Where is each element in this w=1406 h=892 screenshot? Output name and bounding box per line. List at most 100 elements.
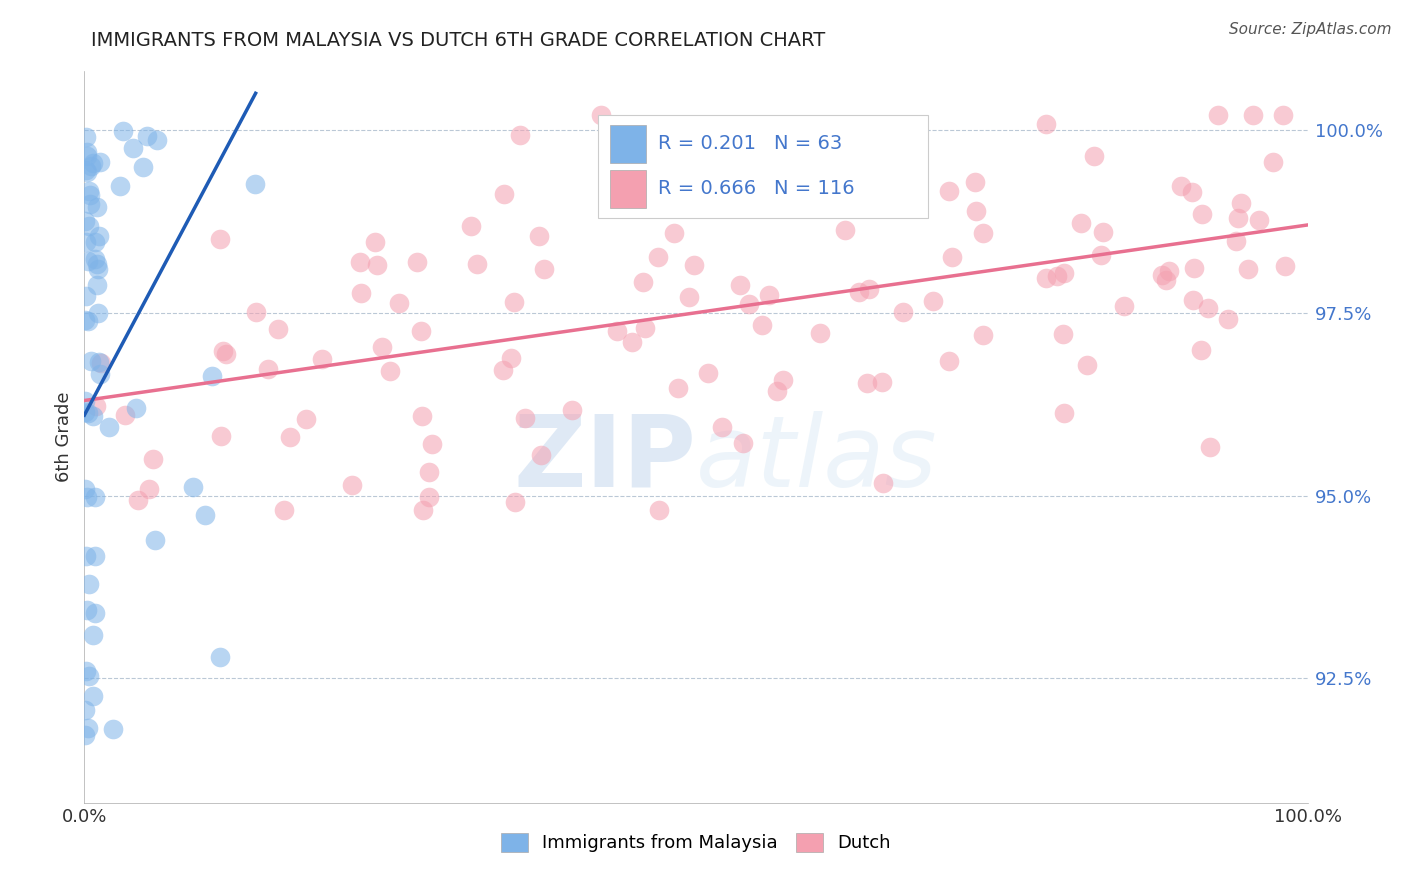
Point bbox=[87, 262, 110, 277]
Point bbox=[834, 223, 856, 237]
Point bbox=[84, 490, 107, 504]
Point bbox=[697, 366, 720, 380]
Point bbox=[378, 363, 401, 377]
Point bbox=[82, 690, 104, 704]
Point bbox=[79, 197, 101, 211]
Point bbox=[1157, 264, 1180, 278]
Point bbox=[1182, 293, 1205, 308]
Point bbox=[664, 226, 686, 240]
Point bbox=[77, 669, 100, 683]
Point bbox=[858, 282, 880, 296]
Point bbox=[591, 108, 613, 122]
Point bbox=[83, 549, 105, 563]
Point bbox=[350, 285, 373, 300]
Point bbox=[295, 411, 318, 425]
Point bbox=[1225, 234, 1247, 248]
Point bbox=[370, 340, 392, 354]
Point bbox=[194, 508, 217, 522]
Point bbox=[808, 326, 831, 340]
Point bbox=[73, 483, 96, 497]
Point bbox=[420, 437, 443, 451]
Point bbox=[848, 285, 870, 299]
Point bbox=[76, 721, 98, 735]
Point bbox=[678, 289, 700, 303]
FancyBboxPatch shape bbox=[610, 125, 645, 163]
Point bbox=[1216, 312, 1239, 326]
Y-axis label: 6th Grade: 6th Grade bbox=[55, 392, 73, 483]
Point bbox=[77, 184, 100, 198]
Point bbox=[1052, 326, 1074, 341]
Point bbox=[634, 320, 657, 334]
Text: ZIP: ZIP bbox=[513, 410, 696, 508]
Text: R = 0.201: R = 0.201 bbox=[658, 135, 756, 153]
Point bbox=[87, 306, 110, 320]
Point bbox=[1035, 117, 1057, 131]
Point bbox=[411, 409, 433, 424]
Point bbox=[921, 294, 943, 309]
FancyBboxPatch shape bbox=[598, 115, 928, 218]
Point bbox=[87, 355, 110, 369]
Point bbox=[1046, 269, 1069, 284]
Point bbox=[124, 401, 146, 415]
Point bbox=[891, 305, 914, 319]
Point bbox=[1070, 216, 1092, 230]
Point bbox=[278, 430, 301, 444]
Point bbox=[142, 451, 165, 466]
Point bbox=[77, 577, 100, 591]
Point bbox=[76, 253, 98, 268]
Point bbox=[411, 325, 433, 339]
Point bbox=[201, 369, 224, 384]
Point bbox=[98, 420, 121, 434]
Point bbox=[941, 250, 963, 264]
Point bbox=[972, 328, 994, 343]
Point bbox=[84, 606, 107, 620]
Text: Source: ZipAtlas.com: Source: ZipAtlas.com bbox=[1229, 22, 1392, 37]
Point bbox=[1083, 149, 1105, 163]
Point bbox=[527, 228, 550, 243]
Point bbox=[530, 449, 553, 463]
Point bbox=[80, 354, 103, 368]
Text: atlas: atlas bbox=[696, 410, 938, 508]
Point bbox=[870, 376, 893, 390]
Point bbox=[366, 258, 388, 272]
Point bbox=[938, 184, 960, 198]
Point bbox=[972, 226, 994, 240]
Point bbox=[412, 503, 434, 517]
Point bbox=[711, 420, 734, 434]
Point bbox=[1156, 273, 1178, 287]
Point bbox=[75, 289, 97, 303]
Point bbox=[143, 533, 166, 547]
Point bbox=[209, 429, 232, 443]
Point bbox=[75, 312, 97, 326]
Point bbox=[349, 255, 371, 269]
Point bbox=[1182, 261, 1205, 276]
Point bbox=[267, 322, 290, 336]
Point bbox=[388, 296, 411, 310]
Point bbox=[340, 477, 363, 491]
Point bbox=[75, 728, 97, 742]
Point bbox=[73, 703, 96, 717]
Point bbox=[872, 475, 894, 490]
Point bbox=[406, 255, 429, 269]
Text: N = 116: N = 116 bbox=[775, 179, 855, 199]
Point bbox=[114, 409, 136, 423]
Point bbox=[75, 130, 97, 145]
Point bbox=[209, 232, 232, 246]
Point bbox=[648, 503, 671, 517]
Point bbox=[1181, 185, 1204, 199]
Point bbox=[73, 405, 96, 419]
Point bbox=[505, 495, 527, 509]
Point bbox=[621, 334, 644, 349]
Point bbox=[84, 252, 107, 266]
Point bbox=[647, 251, 669, 265]
Point bbox=[1170, 179, 1192, 194]
Text: R = 0.666: R = 0.666 bbox=[658, 179, 756, 199]
Point bbox=[1247, 213, 1270, 227]
Point bbox=[82, 155, 104, 169]
Point bbox=[212, 343, 235, 358]
Point bbox=[215, 347, 238, 361]
Point bbox=[1150, 268, 1173, 282]
Point bbox=[1191, 206, 1213, 220]
Point bbox=[146, 133, 169, 147]
Point bbox=[83, 235, 105, 249]
